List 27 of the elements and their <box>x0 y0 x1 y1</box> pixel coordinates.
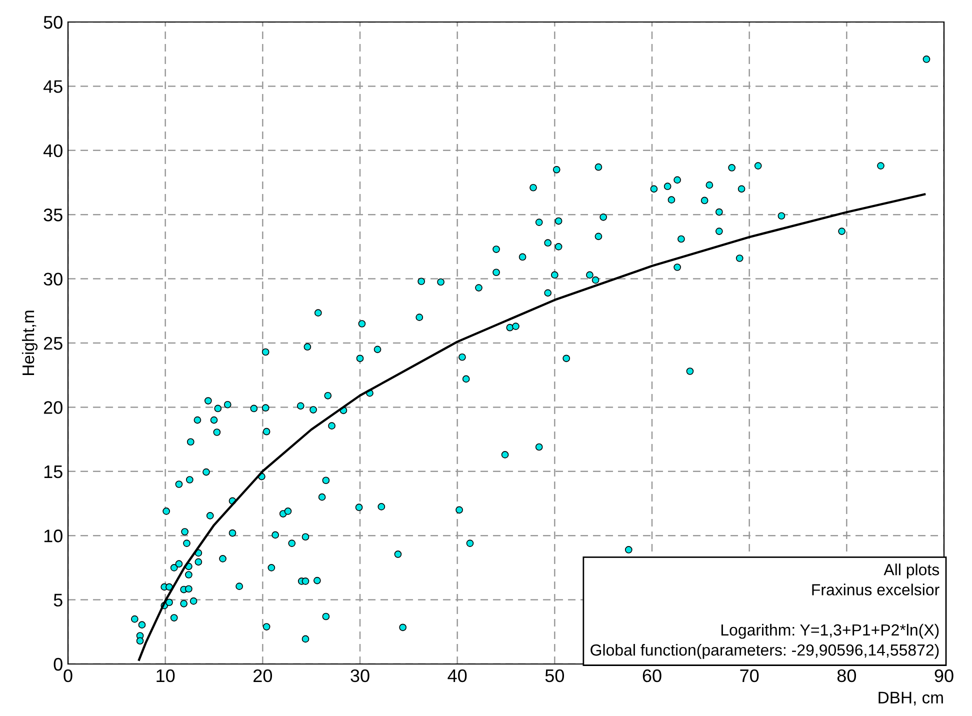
annotation: Logarithm: Y=1,3+P1+P2*ln(X) <box>721 624 939 639</box>
y-axis-title: Height,m <box>22 310 38 375</box>
annotation: Global function(parameters: -29,90596,14,55872) <box>590 644 939 659</box>
y-tick-label: 15 <box>44 466 62 478</box>
x-tick-label: 70 <box>740 669 759 682</box>
x-tick-label: 0 <box>64 669 72 682</box>
annotation: All plots <box>884 564 940 578</box>
y-tick-label: 45 <box>43 80 62 93</box>
x-tick-label: 10 <box>156 669 175 682</box>
x-tick-label: 30 <box>350 669 370 682</box>
y-tick-label: 0 <box>54 658 62 671</box>
x-tick-label: 90 <box>934 669 954 682</box>
y-tick-label: 5 <box>54 594 62 607</box>
y-tick-label: 10 <box>44 530 62 542</box>
y-tick-label: 25 <box>44 336 62 350</box>
x-tick-label: 50 <box>545 669 564 682</box>
x-tick-label: 80 <box>837 669 856 682</box>
y-tick-label: 20 <box>44 401 62 414</box>
y-tick-label: 30 <box>44 272 62 286</box>
x-axis-title: DBH, cm <box>878 692 943 706</box>
x-tick-label: 40 <box>448 669 467 682</box>
x-tick-label: 20 <box>254 669 272 682</box>
y-tick-label: 50 <box>44 16 62 29</box>
y-tick-label: 40 <box>43 144 62 158</box>
y-tick-label: 35 <box>44 208 62 222</box>
x-tick-label: 60 <box>642 669 662 682</box>
annotation: Fraxinus excelsior <box>812 584 940 596</box>
